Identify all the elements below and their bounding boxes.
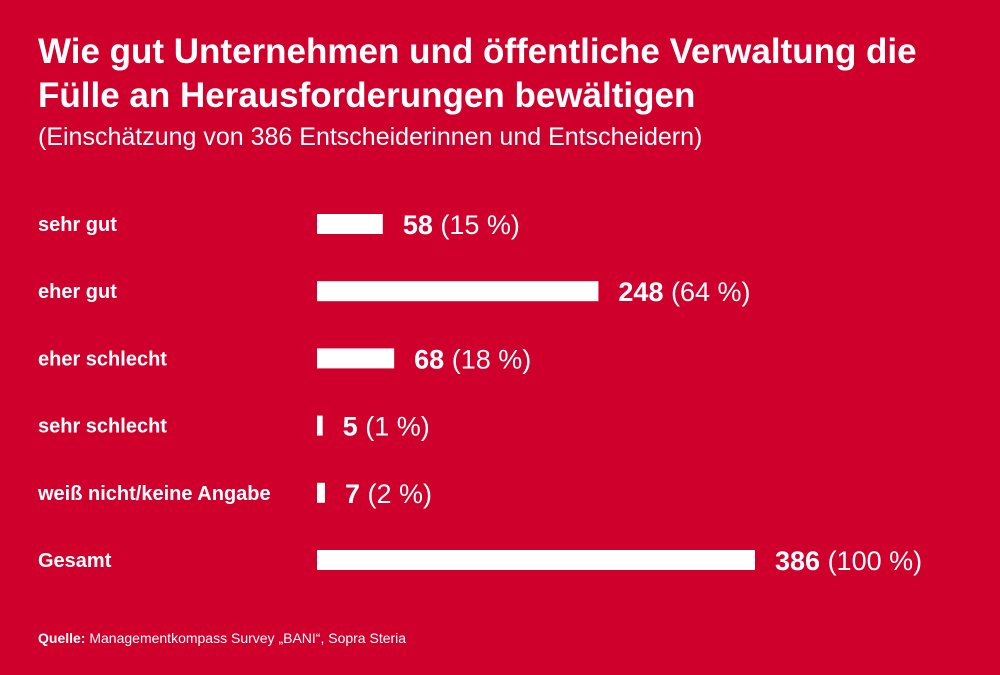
chart-title: Wie gut Unternehmen und öffentliche Verw… [38,32,917,115]
value-count: 248 [618,277,663,307]
value-label: 5 (1 %) [343,412,430,442]
value-count: 5 [343,412,358,442]
category-label: sehr gut [38,214,117,236]
value-count: 58 [403,210,433,240]
value-label: 58 (15 %) [403,210,520,240]
value-label: 386 (100 %) [775,546,922,576]
bar [317,214,383,234]
bar [317,550,755,570]
value-count: 7 [345,479,360,509]
bar [317,281,599,302]
source-label: Quelle: [38,630,86,646]
bar [317,348,395,369]
value-label: 7 (2 %) [345,479,432,509]
category-label: eher schlecht [38,348,167,370]
category-label: Gesamt [38,550,112,572]
value-percent: (15 %) [433,210,520,240]
value-percent: (64 %) [663,277,750,307]
value-label: 68 (18 %) [414,344,531,374]
chart-subtitle: (Einschätzung von 386 Entscheiderinnen u… [38,123,703,151]
value-label: 248 (64 %) [618,277,750,307]
value-percent: (2 %) [360,479,432,509]
category-label: sehr schlecht [38,416,167,438]
category-label: weiß nicht/keine Angabe [37,483,271,505]
value-count: 386 [775,546,820,576]
value-count: 68 [414,344,444,374]
bar [317,415,323,436]
source-text: Managementkompass Survey „BANI“, Sopra S… [89,630,407,646]
value-percent: (100 %) [820,546,922,576]
category-label: eher gut [38,281,117,303]
value-percent: (18 %) [444,344,531,374]
value-percent: (1 %) [358,412,430,442]
source-note: Quelle: Managementkompass Survey „BANI“,… [38,629,406,647]
bar [317,482,325,503]
